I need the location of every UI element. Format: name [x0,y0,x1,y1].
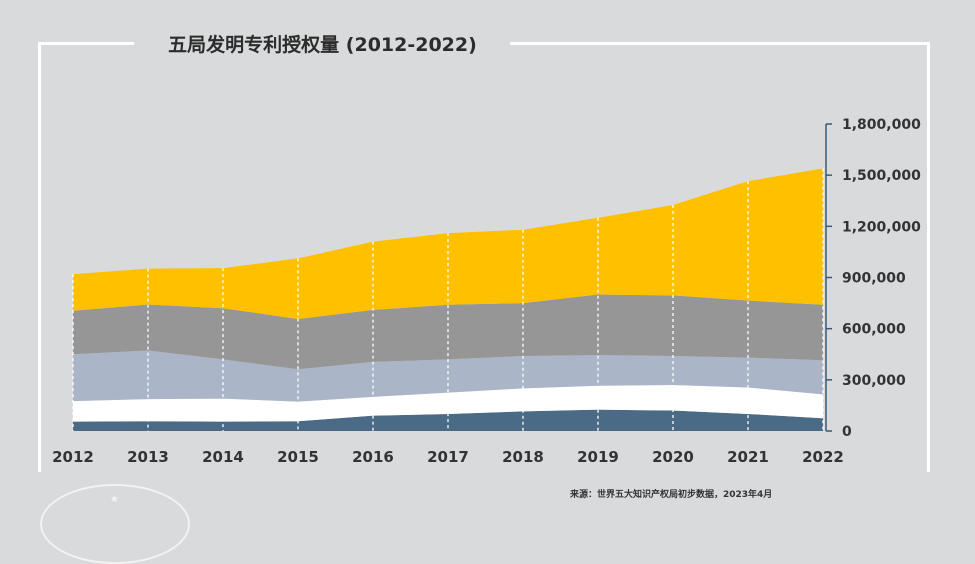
x-tick-label: 2018 [502,448,544,466]
x-tick-label: 2021 [727,448,769,466]
chart-title: 五局发明专利授权量 (2012-2022) [168,34,477,56]
x-tick-label: 2013 [127,448,169,466]
frame-right-line [927,42,930,472]
x-tick-label: 2022 [802,448,844,466]
y-tick-label: 1,800,000 [842,117,921,133]
y-axis [825,123,832,432]
y-tick-label: 0 [842,424,852,440]
x-tick-label: 2016 [352,448,394,466]
x-tick-label: 2020 [652,448,694,466]
x-tick-label: 2015 [277,448,319,466]
x-tick-label: 2014 [202,448,244,466]
x-tick-label: 2012 [52,448,94,466]
vertical-gridlines [72,168,824,431]
source-note: 来源：世界五大知识产权局初步数据，2023年4月 [570,490,773,500]
x-tick-label: 2019 [577,448,619,466]
frame-top-right-line [510,42,930,45]
y-tick-label: 1,500,000 [842,168,921,184]
area-series-3 [73,350,823,402]
x-tick-labels: 2012 2013 2014 2015 2016 2017 2018 2019 2020 2021… [52,448,844,466]
chart: 0 300,000 600,000 900,000 1,200,000 1,500,000… [52,117,921,466]
area-series-5 [73,168,823,319]
y-tick-label: 1,200,000 [842,219,921,235]
x-tick-label: 2017 [427,448,469,466]
frame-left-line [38,42,41,472]
frame-top-left-line [38,42,134,45]
seal-star-icon: ★ [110,494,119,505]
y-tick-label: 600,000 [842,322,906,338]
y-tick-labels: 0 300,000 600,000 900,000 1,200,000 1,500,000… [842,117,921,440]
y-tick-label: 300,000 [842,373,906,389]
y-tick-label: 900,000 [842,271,906,287]
